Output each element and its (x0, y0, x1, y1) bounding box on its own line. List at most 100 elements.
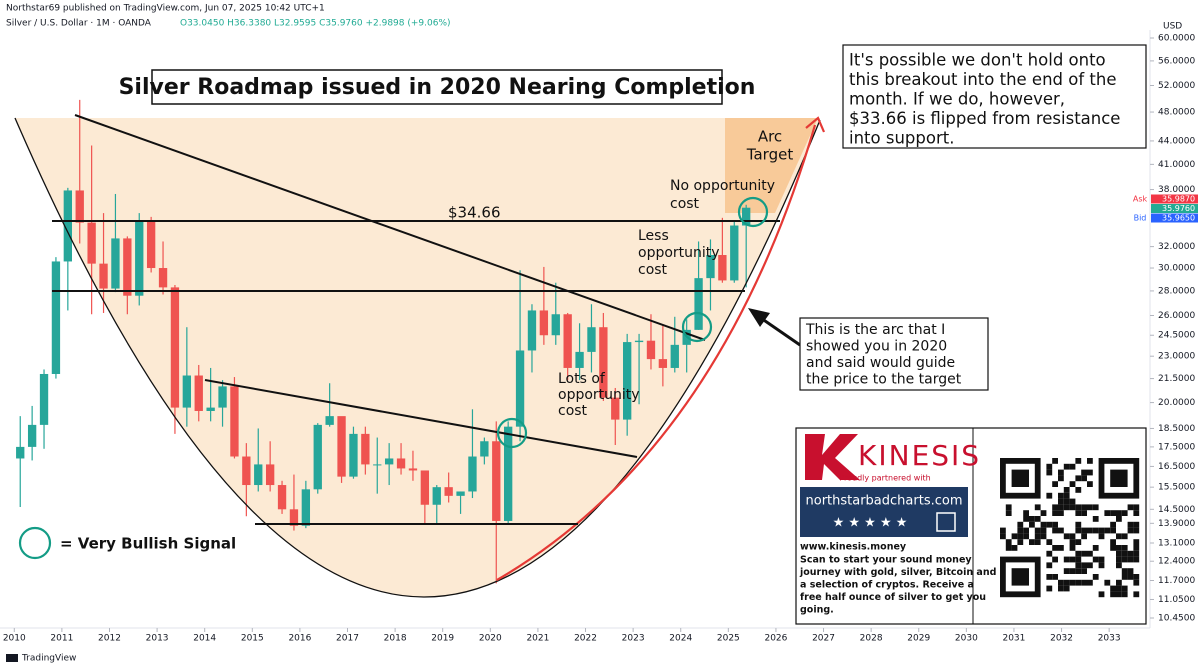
candle-body (75, 190, 84, 223)
qr-cell (1063, 504, 1070, 511)
check-box (936, 512, 956, 532)
badge-value: 35.9650 (1162, 214, 1195, 223)
qr-cell (1034, 539, 1041, 545)
qr-cell (1087, 550, 1093, 557)
y-tick-label: 13.9000 (1158, 519, 1195, 529)
annotation: No opportunity (670, 178, 775, 194)
qr-cell (1121, 556, 1128, 563)
annotation: cost (670, 196, 700, 212)
qr-cell (1075, 487, 1082, 493)
pointer-arrow (757, 314, 801, 347)
qr-cell (1029, 516, 1035, 522)
level-label: $34.66 (448, 204, 501, 222)
qr-cell (1092, 545, 1099, 551)
qr-cell (1133, 545, 1140, 551)
y-tick-label: 48.0000 (1158, 108, 1195, 118)
annotation: cost (558, 403, 588, 419)
qr-cell (1133, 504, 1140, 511)
signal-circle (18, 526, 52, 560)
y-tick-label: 23.0000 (1158, 352, 1195, 362)
candle-body (289, 509, 299, 526)
qr-cell (1063, 585, 1070, 592)
candle-body (599, 327, 608, 398)
note-text: This is the arc that I (805, 322, 945, 338)
candle-body (563, 314, 572, 368)
candle-body (396, 458, 406, 469)
candle-body (551, 314, 560, 336)
qr-cell (1116, 510, 1122, 516)
qr-cell (1075, 504, 1082, 511)
qr-cell (1075, 521, 1082, 528)
qr-cell (1058, 498, 1064, 505)
pointer-head (748, 308, 770, 327)
qr-cell (1063, 487, 1070, 493)
qr-cell (1005, 545, 1012, 551)
qr-cell (1069, 504, 1076, 511)
qr-cell (1075, 510, 1082, 516)
y-tick-label: 24.5000 (1158, 331, 1195, 341)
candle-body (730, 225, 739, 281)
candle-body (254, 464, 263, 486)
candle-body (349, 433, 358, 477)
qr-cell (1121, 550, 1128, 557)
annotation: Less (638, 228, 669, 244)
qr-cell (1081, 533, 1087, 540)
tv-logo (6, 654, 18, 662)
qr-cell (1052, 510, 1058, 516)
candle-body (634, 340, 644, 343)
qr-cell (1052, 504, 1058, 511)
x-tick-label: 2011 (50, 634, 73, 644)
qr-cell (1081, 475, 1087, 482)
y-tick-label: 30.0000 (1158, 264, 1195, 274)
qr-cell (1011, 533, 1018, 540)
qr-cell (1046, 492, 1053, 499)
annotation: opportunity (638, 245, 720, 261)
candle-body (16, 446, 25, 459)
x-tick-label: 2016 (288, 634, 311, 644)
qr-cell (1087, 562, 1093, 569)
note-text: into support. (849, 129, 954, 148)
qr-cell (1104, 579, 1111, 586)
qr-cell (1063, 579, 1070, 586)
qr-cell (1046, 521, 1053, 528)
badge-value: 35.9870 (1162, 195, 1195, 204)
ohlc: O33.0450 H36.3380 L32.9595 C35.9760 +2.9… (180, 19, 451, 29)
qr-cell (1046, 539, 1053, 545)
candle-body (27, 424, 37, 447)
qr-cell (1075, 562, 1082, 569)
price-badge (1151, 213, 1198, 223)
candle-body (373, 464, 382, 466)
footer: TradingView (21, 654, 76, 664)
candle-body (158, 268, 168, 288)
qr-cell (1116, 562, 1122, 569)
candle-body (742, 207, 751, 226)
badge-label: Ask (1133, 195, 1148, 204)
candle-body (587, 327, 596, 352)
qr-cell (1052, 458, 1058, 464)
y-tick-label: 10.4500 (1158, 614, 1195, 624)
candle-body (623, 342, 632, 420)
qr-cell (1092, 527, 1099, 534)
publisher: Northstar69 published on TradingView.com… (6, 4, 325, 14)
qr-cell (1069, 579, 1076, 586)
qr-cell (1121, 585, 1128, 592)
candle-body (420, 470, 430, 505)
candle-body (444, 487, 453, 496)
qr-cell (1058, 469, 1064, 476)
qr-cell (1063, 463, 1070, 470)
candle-body (694, 278, 703, 330)
qr-cell (1133, 539, 1140, 545)
qr-cell (1133, 527, 1140, 534)
x-tick-label: 2021 (526, 634, 549, 644)
qr-cell (1116, 516, 1122, 522)
candle-body (670, 344, 679, 368)
candle-body (242, 456, 251, 486)
qr-cell (1098, 591, 1105, 598)
qr-cell (1121, 545, 1128, 551)
qr-cell (1110, 585, 1116, 592)
x-tick-label: 2023 (622, 634, 645, 644)
qr-cell (1110, 539, 1116, 545)
qr-cell (1133, 579, 1140, 586)
y-tick-label: 38.0000 (1158, 185, 1195, 195)
qr-cell (1058, 504, 1064, 511)
